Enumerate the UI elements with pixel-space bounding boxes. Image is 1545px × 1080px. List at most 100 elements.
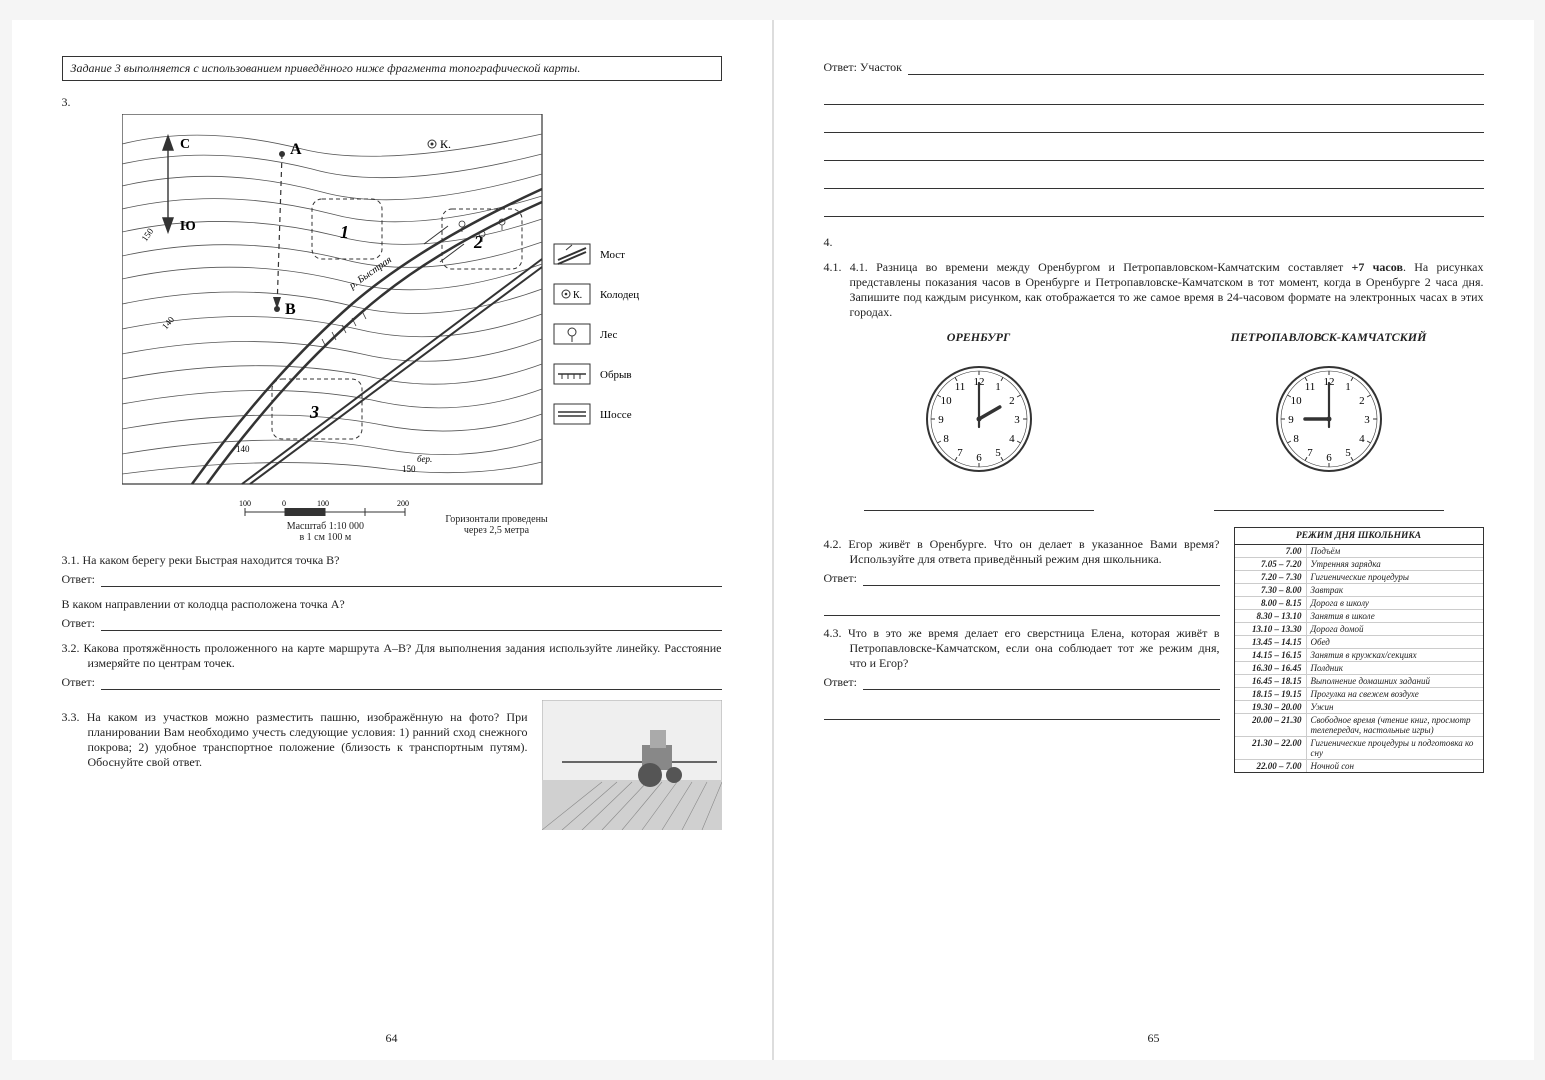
clock-face-2: 123456789101112 — [1269, 359, 1389, 479]
svg-text:4: 4 — [1359, 433, 1365, 445]
question-3-3: 3.3. На каком из участков можно размести… — [62, 710, 528, 770]
page-spread: Задание 3 выполняется с использованием п… — [12, 20, 1534, 1060]
schedule-row: 16.30 – 16.45Полдник — [1235, 662, 1483, 675]
svg-text:10: 10 — [940, 395, 952, 407]
schedule-row: 21.30 – 22.00Гигиенические процедуры и п… — [1235, 737, 1483, 760]
scale-text-2: в 1 см 100 м — [235, 532, 415, 543]
svg-text:6: 6 — [976, 452, 982, 464]
zone-3: 3 — [309, 402, 319, 422]
svg-text:7: 7 — [957, 447, 963, 459]
schedule-row: 13.10 – 13.30Дорога домой — [1235, 623, 1483, 636]
contour-note-2: через 2,5 метра — [445, 525, 547, 536]
svg-text:9: 9 — [938, 414, 944, 426]
contour-note-1: Горизонтали проведены — [445, 514, 547, 525]
page-right: Ответ: Участок 4. 4.1. 4.1. Разница во в… — [774, 20, 1534, 1060]
svg-text:7: 7 — [1307, 447, 1313, 459]
clock-orenburg: ОРЕНБУРГ 123456789101112 — [824, 330, 1134, 511]
topographic-map: С Ю К. А В 1 — [122, 114, 662, 543]
blank-line-43 — [824, 700, 1220, 720]
answer-3-1b: Ответ: — [62, 616, 722, 631]
scale-text-1: Масштаб 1:10 000 — [235, 521, 415, 532]
point-a: А — [290, 141, 302, 158]
schedule-row: 13.45 – 14.15Обед — [1235, 636, 1483, 649]
blank-line-42 — [824, 596, 1220, 616]
bank-label: бер. — [417, 454, 432, 464]
answer-4-2: Ответ: — [824, 571, 1220, 586]
contour-150: 150 — [139, 226, 155, 243]
answer-3-1a: Ответ: — [62, 572, 722, 587]
schedule-row: 7.00Подъём — [1235, 545, 1483, 558]
schedule-row: 7.20 – 7.30Гигиенические процедуры — [1235, 571, 1483, 584]
svg-text:100: 100 — [317, 500, 329, 508]
blank-line-2 — [824, 113, 1484, 133]
blank-line-5 — [824, 197, 1484, 217]
clock-2-answer — [1214, 495, 1444, 511]
schedule-row: 16.45 – 18.15Выполнение домашних заданий — [1235, 675, 1483, 688]
svg-text:8: 8 — [943, 433, 949, 445]
instruction-box: Задание 3 выполняется с использованием п… — [62, 56, 722, 81]
question-3-1a: 3.1. На каком берегу реки Быстрая находи… — [62, 553, 722, 568]
schedule-row: 20.00 – 21.30Свободное время (чтение кни… — [1235, 714, 1483, 737]
svg-text:4: 4 — [1009, 433, 1015, 445]
page-left: Задание 3 выполняется с использованием п… — [12, 20, 772, 1060]
schedule-row: 14.15 – 16.15Занятия в кружках/секциях — [1235, 649, 1483, 662]
map-svg: С Ю К. А В 1 — [122, 114, 662, 494]
schedule-row: 18.15 – 19.15Прогулка на свежем воздухе — [1235, 688, 1483, 701]
legend-bridge: Мост — [600, 249, 625, 261]
clocks-row: ОРЕНБУРГ 123456789101112 ПЕТРОПАВЛОВСК-К… — [824, 330, 1484, 511]
svg-text:5: 5 — [1345, 447, 1351, 459]
schedule-row: 7.05 – 7.20Утренняя зарядка — [1235, 558, 1483, 571]
svg-text:2: 2 — [1009, 395, 1015, 407]
question-3-1b: В каком направлении от колодца расположе… — [62, 597, 722, 612]
legend-well: Колодец — [600, 289, 639, 301]
task-3-3: 3.3. На каком из участков можно размести… — [62, 700, 722, 830]
schedule-row: 8.30 – 13.10Занятия в школе — [1235, 610, 1483, 623]
tractor-photo — [542, 700, 722, 830]
contour-150b: 150 — [402, 464, 416, 474]
point-b: В — [285, 301, 296, 318]
contour-140b: 140 — [236, 444, 250, 454]
schedule-table: РЕЖИМ ДНЯ ШКОЛЬНИКА 7.00Подъём7.05 – 7.2… — [1234, 527, 1484, 773]
answer-4-3: Ответ: — [824, 675, 1220, 690]
clock-1-answer — [864, 495, 1094, 511]
task-number-4: 4. — [824, 235, 1484, 250]
svg-text:10: 10 — [1290, 395, 1302, 407]
page-number-left: 64 — [12, 1031, 772, 1046]
answer-3-2: Ответ: — [62, 675, 722, 690]
svg-text:5: 5 — [995, 447, 1001, 459]
legend-forest: Лес — [600, 329, 618, 341]
legend-cliff: Обрыв — [600, 369, 632, 381]
svg-text:1: 1 — [995, 381, 1001, 393]
zone-1: 1 — [340, 222, 349, 242]
answer-plot: Ответ: Участок — [824, 60, 1484, 75]
question-3-2: 3.2. Какова протяжённость проложенного н… — [62, 641, 722, 671]
svg-text:100: 100 — [239, 500, 251, 508]
svg-text:8: 8 — [1293, 433, 1299, 445]
page-number-right: 65 — [774, 1031, 1534, 1046]
map-scale: 100 0 100 200 Масштаб 1:10 000 в 1 см 10… — [122, 500, 662, 543]
svg-text:0: 0 — [282, 500, 286, 508]
svg-text:200: 200 — [397, 500, 409, 508]
task-number-3: 3. — [62, 95, 722, 110]
contour-140a: 140 — [159, 314, 176, 331]
svg-text:3: 3 — [1014, 414, 1020, 426]
zone-2: 2 — [473, 232, 483, 252]
schedule-row: 22.00 – 7.00Ночной сон — [1235, 760, 1483, 772]
question-4-2: 4.2. Егор живёт в Оренбурге. Что он дела… — [824, 537, 1220, 567]
compass-north: С — [180, 137, 190, 152]
svg-text:6: 6 — [1326, 452, 1332, 464]
compass-south: Ю — [180, 219, 196, 234]
schedule-row: 8.00 – 8.15Дорога в школу — [1235, 597, 1483, 610]
question-4-3: 4.3. Что в это же время делает его сверс… — [824, 626, 1220, 671]
svg-text:11: 11 — [954, 381, 965, 393]
svg-text:3: 3 — [1364, 414, 1370, 426]
svg-text:11: 11 — [1304, 381, 1315, 393]
legend-road: Шоссе — [600, 409, 632, 421]
blank-line-3 — [824, 141, 1484, 161]
river-label: р. Быстрая — [346, 254, 394, 292]
well-label: К. — [440, 137, 451, 151]
clock-petropavlovsk: ПЕТРОПАВЛОВСК-КАМЧАТСКИЙ 123456789101112 — [1174, 330, 1484, 511]
schedule-row: 19.30 – 20.00Ужин — [1235, 701, 1483, 714]
svg-text:2: 2 — [1359, 395, 1365, 407]
blank-line-4 — [824, 169, 1484, 189]
